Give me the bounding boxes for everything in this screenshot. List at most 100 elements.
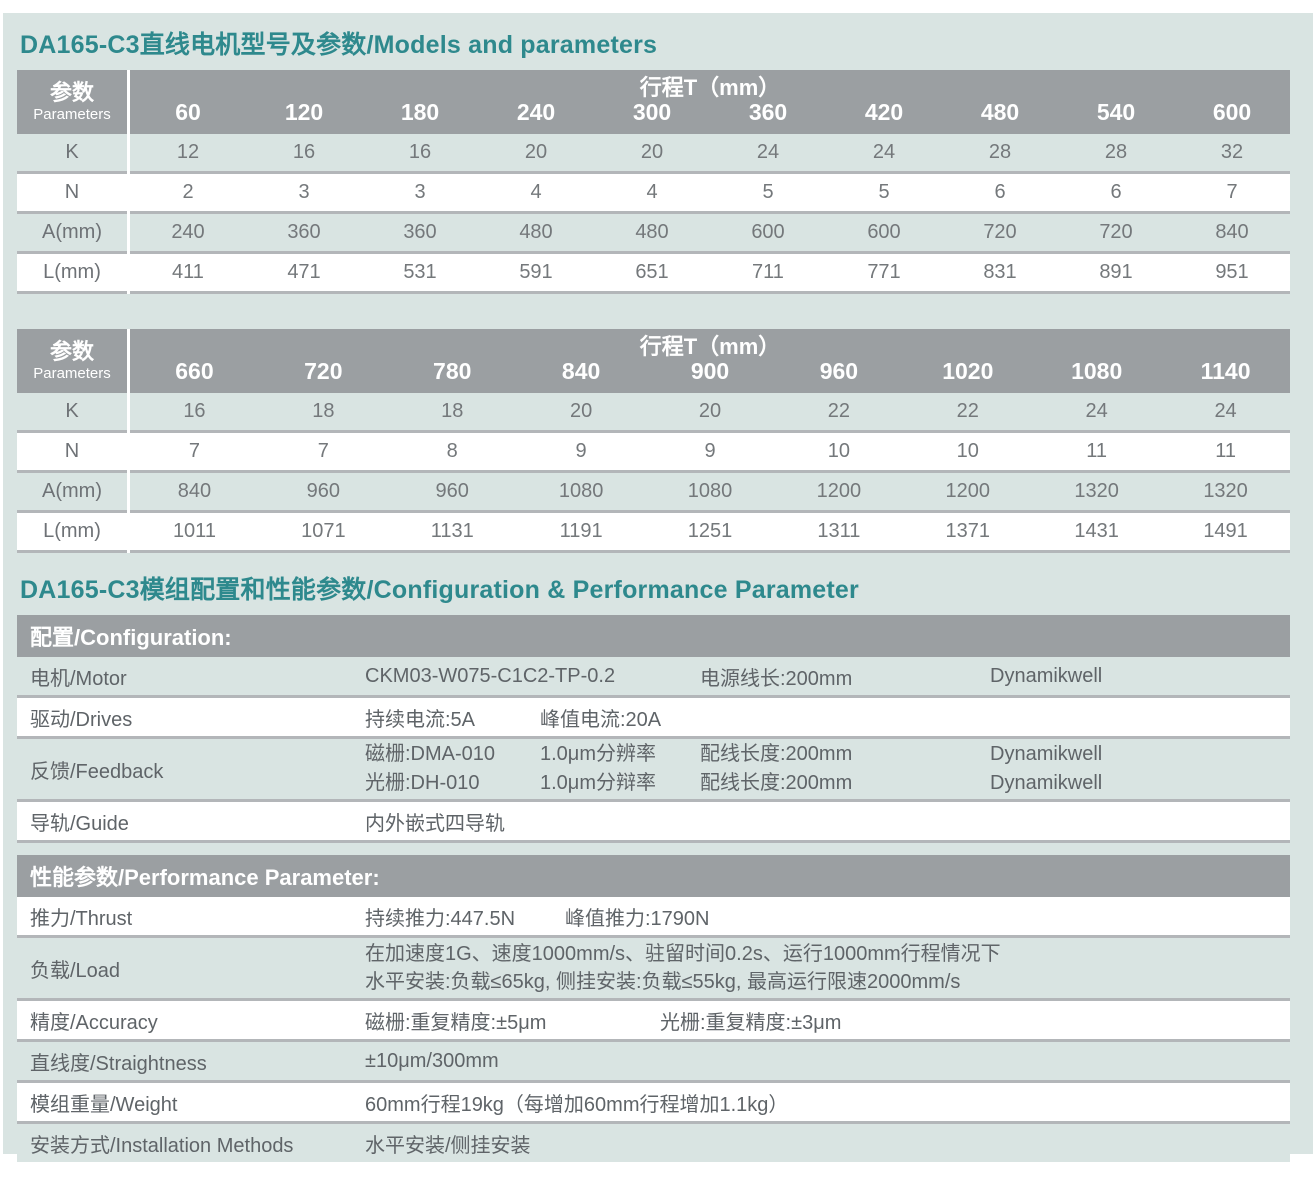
perf-row-load: 负载/Load 在加速度1G、速度1000mm/s、驻留时间0.2s、运行100… <box>17 938 1290 998</box>
stroke-column: 240 <box>516 99 556 126</box>
feedback-line-optical: 光栅:DH-010 1.0μm分辩率 配线长度:200mm Dynamikwel… <box>365 769 1290 798</box>
feedback-line-magnetic: 磁栅:DMA-010 1.0μm分辨率 配线长度:200mm Dynamikwe… <box>365 740 1290 769</box>
stroke-column: 540 <box>1096 99 1136 126</box>
table-row-l: L(mm) 411 471 531 591 651 711 771 831 89… <box>17 254 1290 291</box>
row-label: N <box>64 181 80 203</box>
cell: 6 <box>1110 181 1122 203</box>
parameters-header-cell: 参数 Parameters <box>17 70 127 134</box>
row-label: K <box>65 400 79 422</box>
stroke-column: 60 <box>175 99 201 126</box>
config-performance-title: DA165-C3模组配置和性能参数/Configuration & Perfor… <box>20 576 859 604</box>
cell: 22 <box>956 400 979 422</box>
stroke-column: 180 <box>400 99 440 126</box>
row-separator <box>17 998 1290 1001</box>
table-row-k: K 16 18 18 20 20 22 22 24 24 <box>17 393 1290 430</box>
stroke-columns: 60 120 180 240 300 360 420 480 540 600 <box>130 99 1290 126</box>
stroke-column: 1020 <box>942 358 994 385</box>
feedback-resolution: 1.0μm分辩率 <box>540 772 656 794</box>
stroke-table-2: 参数 Parameters 行程T（mm） 660 720 780 840 90… <box>17 329 1290 553</box>
cell: 531 <box>403 261 437 283</box>
cell: 1311 <box>817 520 861 542</box>
stroke-column: 420 <box>864 99 904 126</box>
cell: 1071 <box>301 520 346 542</box>
row-label: 反馈/Feedback <box>30 760 164 783</box>
row-separator <box>17 291 1290 294</box>
cell: 7 <box>188 440 200 462</box>
row-label: 直线度/Straightness <box>30 1052 207 1075</box>
stroke-label: 行程T（mm） <box>639 75 781 100</box>
cell: 960 <box>306 480 341 502</box>
cell: 240 <box>171 221 205 243</box>
load-limits: 水平安装:负载≤65kg, 侧挂安装:负载≤55kg, 最高运行限速2000mm… <box>365 971 961 993</box>
accuracy-magnetic: 磁栅:重复精度:±5μm <box>365 1011 547 1034</box>
cell: 771 <box>867 261 901 283</box>
parameters-header-cell: 参数 Parameters <box>17 329 127 393</box>
stroke-column: 600 <box>1212 99 1252 126</box>
feedback-sensor: 磁栅:DMA-010 <box>365 743 496 765</box>
row-separator <box>17 736 1290 739</box>
row-separator <box>17 935 1290 938</box>
row-separator <box>17 251 1290 254</box>
installation-value: 水平安装/侧挂安装 <box>365 1134 531 1157</box>
cell: 24 <box>756 141 780 163</box>
cell: 840 <box>1215 221 1249 243</box>
feedback-resolution: 1.0μm分辨率 <box>540 743 656 765</box>
cell: 600 <box>751 221 785 243</box>
row-values: 12 16 16 20 20 24 24 28 28 32 <box>130 141 1290 164</box>
cell: 831 <box>983 261 1017 283</box>
row-label: 负载/Load <box>30 959 121 982</box>
cell: 16 <box>408 141 432 163</box>
cell: 20 <box>569 400 593 422</box>
row-separator <box>17 430 1290 433</box>
cell: 12 <box>176 141 200 163</box>
stroke-label: 行程T（mm） <box>639 334 781 359</box>
cell: 600 <box>867 221 901 243</box>
stroke-column: 480 <box>980 99 1020 126</box>
config-row-motor: 电机/Motor CKM03-W075-C1C2-TP-0.2 电源线长:200… <box>17 657 1290 695</box>
stroke-column: 1140 <box>1200 358 1251 385</box>
row-values: 411 471 531 591 651 711 771 831 891 951 <box>130 261 1290 284</box>
table-row-n: N 7 7 8 9 9 10 10 11 11 <box>17 433 1290 470</box>
row-values: 16 18 18 20 20 22 22 24 24 <box>130 400 1290 423</box>
configuration-header-label: 配置/Configuration: <box>30 625 232 650</box>
table-row-n: N 2 3 3 4 4 5 5 6 6 7 <box>17 174 1290 211</box>
table-row-a: A(mm) 840 960 960 1080 1080 1200 1200 13… <box>17 473 1290 510</box>
straightness-value: ±10μm/300mm <box>365 1049 499 1072</box>
drives-peak-current: 峰值电流:20A <box>540 708 662 731</box>
drives-continuous-current: 持续电流:5A <box>365 708 476 731</box>
config-row-feedback: 反馈/Feedback 磁栅:DMA-010 1.0μm分辨率 配线长度:200… <box>17 739 1290 799</box>
cell: 1491 <box>1203 520 1248 542</box>
weight-value: 60mm行程19kg（每增加60mm行程增加1.1kg） <box>365 1093 789 1116</box>
cell: 11 <box>1086 440 1108 462</box>
cell: 891 <box>1099 261 1133 283</box>
row-values: 2 3 3 4 4 5 5 6 6 7 <box>130 181 1290 204</box>
thrust-peak: 峰值推力:1790N <box>565 907 710 930</box>
configuration-table: 电机/Motor CKM03-W075-C1C2-TP-0.2 电源线长:200… <box>17 657 1290 843</box>
feedback-brand: Dynamikwell <box>990 743 1103 765</box>
row-separator <box>17 470 1290 473</box>
row-label: K <box>65 141 79 163</box>
performance-section-header: 性能参数/Performance Parameter: <box>17 855 1290 897</box>
stroke-header-cell: 行程T（mm） 660 720 780 840 900 960 1020 108… <box>130 329 1290 393</box>
cell: 18 <box>441 400 464 422</box>
row-separator <box>17 510 1290 513</box>
row-values: 1011 1071 1131 1191 1251 1311 1371 1431 … <box>130 520 1290 543</box>
cell: 960 <box>435 480 469 502</box>
cell: 20 <box>698 400 722 422</box>
row-label: 导轨/Guide <box>30 812 129 835</box>
performance-header-label: 性能参数/Performance Parameter: <box>30 865 380 890</box>
stroke-column: 840 <box>561 358 601 385</box>
cell: 720 <box>1099 221 1133 243</box>
cell: 11 <box>1215 440 1236 462</box>
feedback-cable-length: 配线长度:200mm <box>700 772 853 794</box>
cell: 4 <box>646 181 658 203</box>
cell: 22 <box>827 400 851 422</box>
row-label: N <box>64 440 80 462</box>
cell: 6 <box>994 181 1006 203</box>
load-conditions: 在加速度1G、速度1000mm/s、驻留时间0.2s、运行1000mm行程情况下 <box>365 943 1001 965</box>
perf-row-thrust: 推力/Thrust 持续推力:447.5N 峰值推力:1790N <box>17 897 1290 935</box>
stroke-column: 780 <box>433 358 472 385</box>
row-label: 驱动/Drives <box>30 708 133 731</box>
load-lines: 在加速度1G、速度1000mm/s、驻留时间0.2s、运行1000mm行程情况下… <box>365 940 1290 996</box>
stroke-column: 360 <box>748 99 788 126</box>
